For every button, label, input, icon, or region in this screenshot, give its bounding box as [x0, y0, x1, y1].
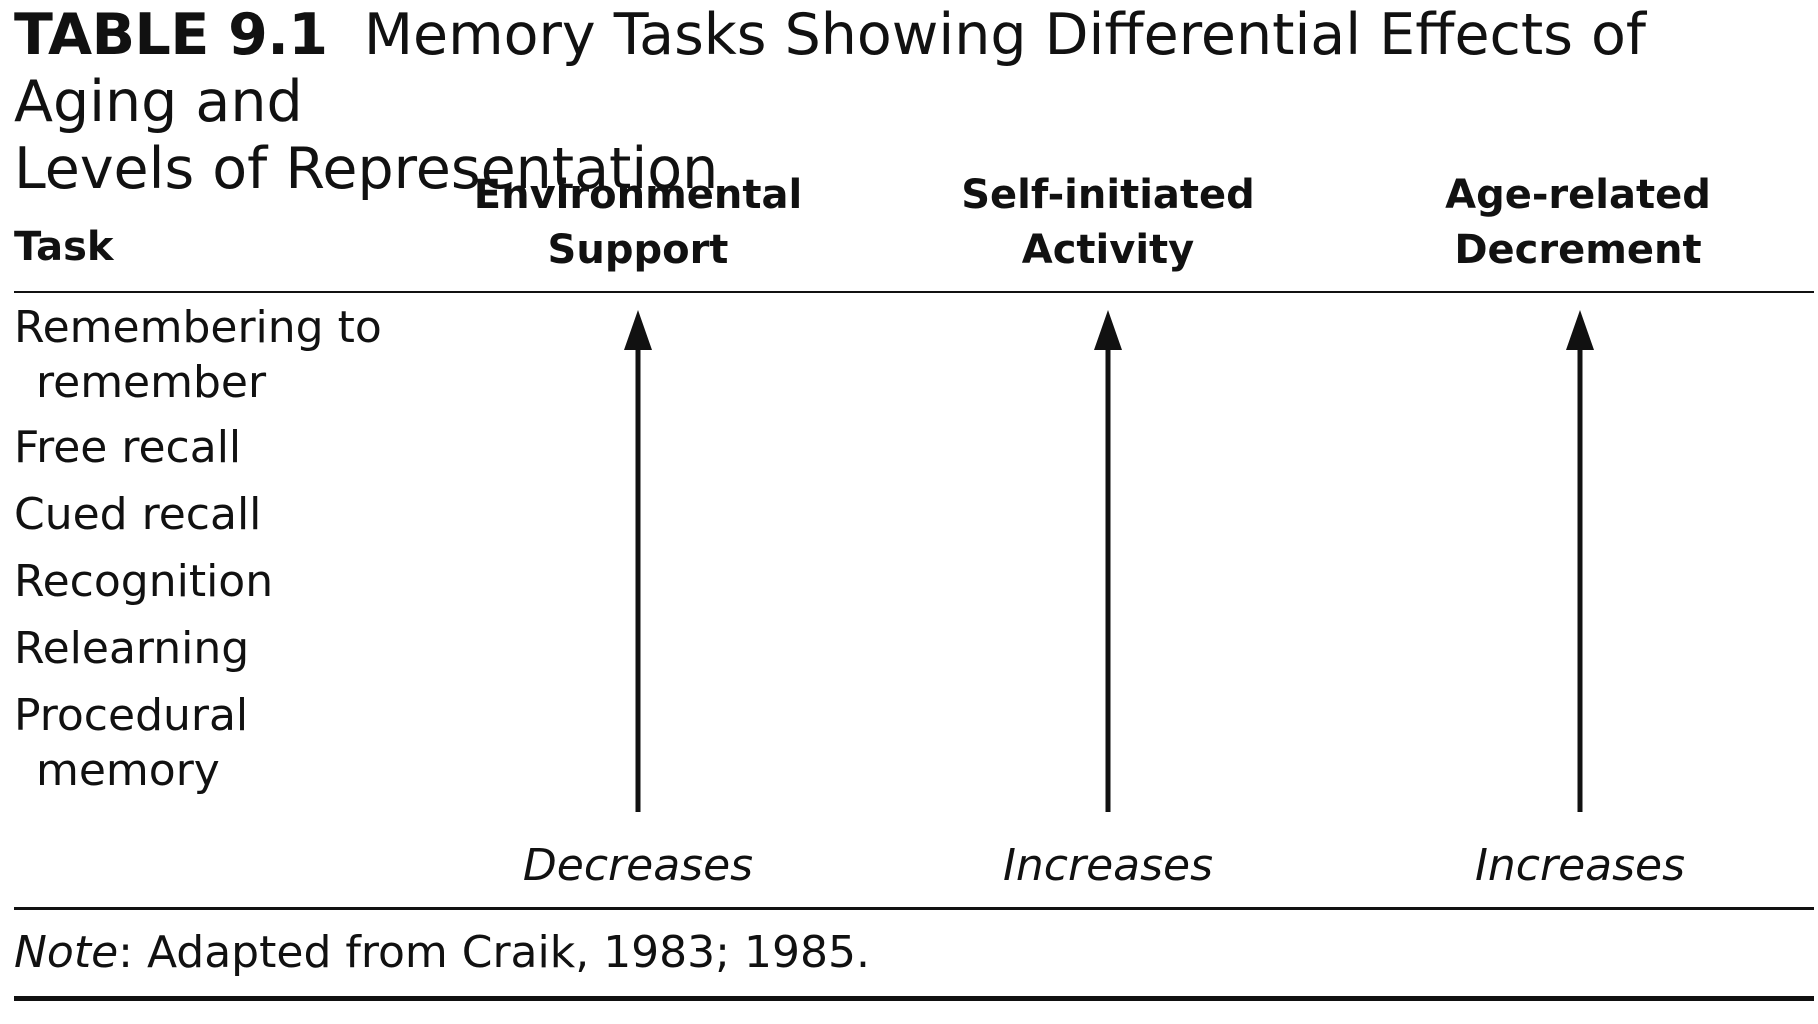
bottom-rule: [14, 996, 1814, 1001]
trend-label-self-initiated-activity: Increases: [1002, 840, 1214, 891]
note-label: Note: [14, 927, 119, 978]
column-header-age-related-decrement: Age-related Decrement: [1368, 168, 1788, 278]
column-header-environmental-support: Environmental Support: [428, 168, 848, 278]
trend-label-age-related-decrement: Increases: [1474, 840, 1686, 891]
column-header-line: Self-initiated: [961, 172, 1255, 218]
task-label: Cued recall: [14, 489, 262, 540]
task-label: Procedural: [14, 690, 249, 741]
task-row: Relearning: [14, 621, 249, 676]
task-row: Cued recall: [14, 487, 261, 542]
task-row: Remembering to remember: [14, 300, 382, 410]
header-rule: [14, 291, 1814, 293]
table-number: TABLE 9.1: [14, 2, 328, 68]
column-header-line: Age-related: [1445, 172, 1711, 218]
footer-rule: [14, 907, 1814, 910]
note-text: : Adapted from Craik, 1983; 1985.: [118, 927, 870, 978]
task-label-continued: memory: [36, 745, 220, 796]
table-title: TABLE 9.1 Memory Tasks Showing Different…: [14, 2, 1794, 203]
task-row: Procedural memory: [14, 688, 248, 798]
column-header-line: Environmental: [473, 172, 803, 218]
table-note: Note: Adapted from Craik, 1983; 1985.: [14, 925, 870, 980]
task-label: Free recall: [14, 422, 242, 473]
column-header-self-initiated-activity: Self-initiated Activity: [898, 168, 1318, 278]
task-label: Recognition: [14, 556, 274, 607]
arrow-up-icon: [624, 310, 652, 812]
column-header-line: Decrement: [1454, 227, 1702, 273]
task-label: Relearning: [14, 623, 250, 674]
column-header-task: Task: [14, 224, 114, 270]
task-label-continued: remember: [36, 357, 267, 408]
table-title-text-line2: Levels of Representation: [14, 136, 719, 202]
task-row: Free recall: [14, 420, 241, 475]
trend-label-environmental-support: Decreases: [522, 840, 754, 891]
arrow-up-icon: [1566, 310, 1594, 812]
column-header-line: Activity: [1021, 227, 1195, 273]
arrow-up-icon: [1094, 310, 1122, 812]
task-label: Remembering to: [14, 302, 382, 353]
task-row: Recognition: [14, 554, 273, 609]
table-title-text: Memory Tasks Showing Differential Effect…: [14, 2, 1646, 135]
column-header-line: Support: [547, 227, 729, 273]
